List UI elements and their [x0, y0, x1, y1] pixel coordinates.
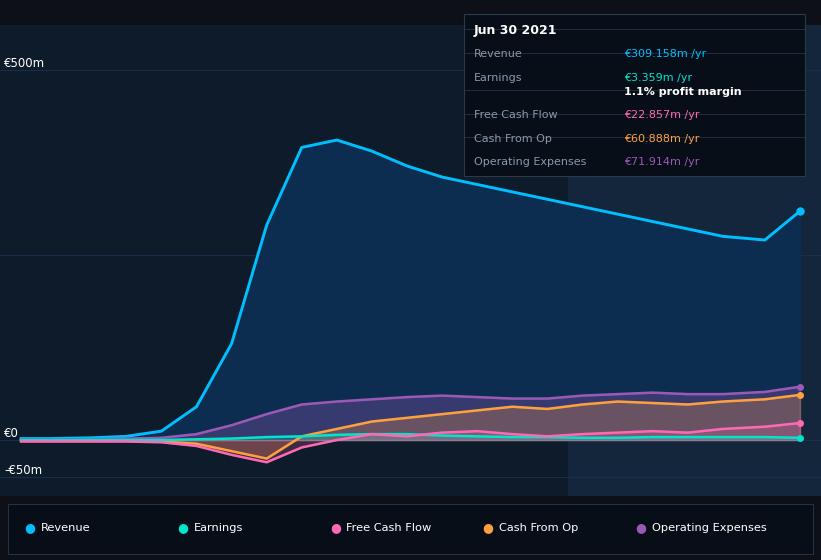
Text: Earnings: Earnings	[474, 73, 522, 83]
Text: €500m: €500m	[4, 57, 45, 69]
Text: ●: ●	[177, 521, 188, 534]
Text: Revenue: Revenue	[474, 49, 522, 59]
Text: Cash From Op: Cash From Op	[499, 522, 579, 533]
Text: -€50m: -€50m	[4, 464, 42, 477]
Text: Operating Expenses: Operating Expenses	[474, 157, 586, 167]
Text: ●: ●	[483, 521, 493, 534]
Text: Free Cash Flow: Free Cash Flow	[474, 110, 557, 120]
Text: 1.1% profit margin: 1.1% profit margin	[624, 87, 741, 97]
Text: Jun 30 2021: Jun 30 2021	[474, 24, 557, 37]
Text: ●: ●	[330, 521, 341, 534]
Text: €71.914m /yr: €71.914m /yr	[624, 157, 699, 167]
Text: Operating Expenses: Operating Expenses	[652, 522, 767, 533]
Text: Earnings: Earnings	[194, 522, 243, 533]
Text: €22.857m /yr: €22.857m /yr	[624, 110, 699, 120]
Text: Free Cash Flow: Free Cash Flow	[346, 522, 432, 533]
Text: €309.158m /yr: €309.158m /yr	[624, 49, 706, 59]
Text: €0: €0	[4, 427, 19, 440]
Text: Revenue: Revenue	[41, 522, 90, 533]
Text: €60.888m /yr: €60.888m /yr	[624, 134, 699, 144]
Text: ●: ●	[25, 521, 35, 534]
Text: €3.359m /yr: €3.359m /yr	[624, 73, 692, 83]
Text: Cash From Op: Cash From Op	[474, 134, 552, 144]
Bar	[568, 25, 821, 496]
Text: ●: ●	[635, 521, 646, 534]
